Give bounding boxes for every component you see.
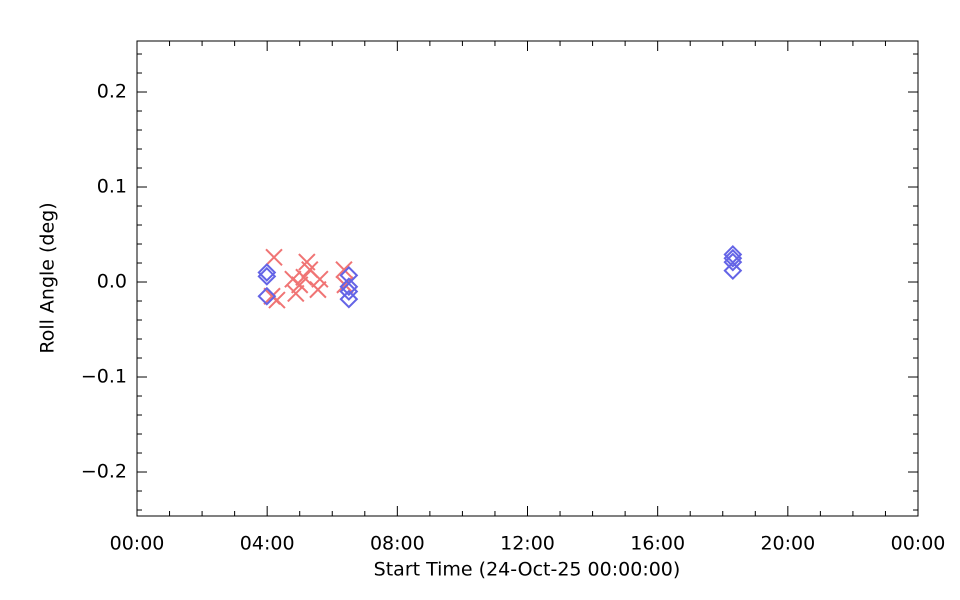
x-tick-label: 04:00 [240, 533, 295, 555]
diamond-marker [723, 248, 743, 268]
cross-marker [287, 284, 305, 303]
diamond-marker [339, 289, 359, 309]
diamond-marker [723, 252, 743, 272]
diamond-marker [257, 286, 277, 306]
diamond-marker [339, 282, 359, 301]
cross-marker [311, 270, 329, 288]
y-tick-label: −0.1 [81, 366, 127, 388]
x-tick-label: 00:00 [891, 533, 946, 555]
plot-frame [136, 40, 919, 517]
x-tick-label: 16:00 [630, 533, 685, 555]
diamond-marker [723, 261, 743, 281]
y-tick-label: 0.2 [97, 81, 127, 103]
x-tick-label: 00:00 [110, 533, 165, 555]
x-tick-label: 12:00 [500, 533, 555, 555]
y-axis-label: Roll Angle (deg) [37, 202, 59, 353]
cross-marker [268, 291, 286, 309]
cross-marker [335, 260, 353, 279]
x-tick-label: 08:00 [370, 533, 425, 555]
diamond-marker [339, 277, 359, 297]
cross-marker [309, 280, 327, 299]
diamond-marker [257, 263, 277, 282]
x-tick-label: 20:00 [760, 533, 815, 555]
diamond-marker [257, 266, 277, 286]
y-tick-label: 0.1 [97, 176, 127, 198]
x-axis-label: Start Time (24-Oct-25 00:00:00) [374, 559, 681, 581]
y-tick-label: −0.2 [81, 461, 127, 483]
cross-marker [265, 248, 283, 267]
cross-marker [295, 268, 313, 286]
y-tick-label: 0.0 [97, 271, 127, 293]
